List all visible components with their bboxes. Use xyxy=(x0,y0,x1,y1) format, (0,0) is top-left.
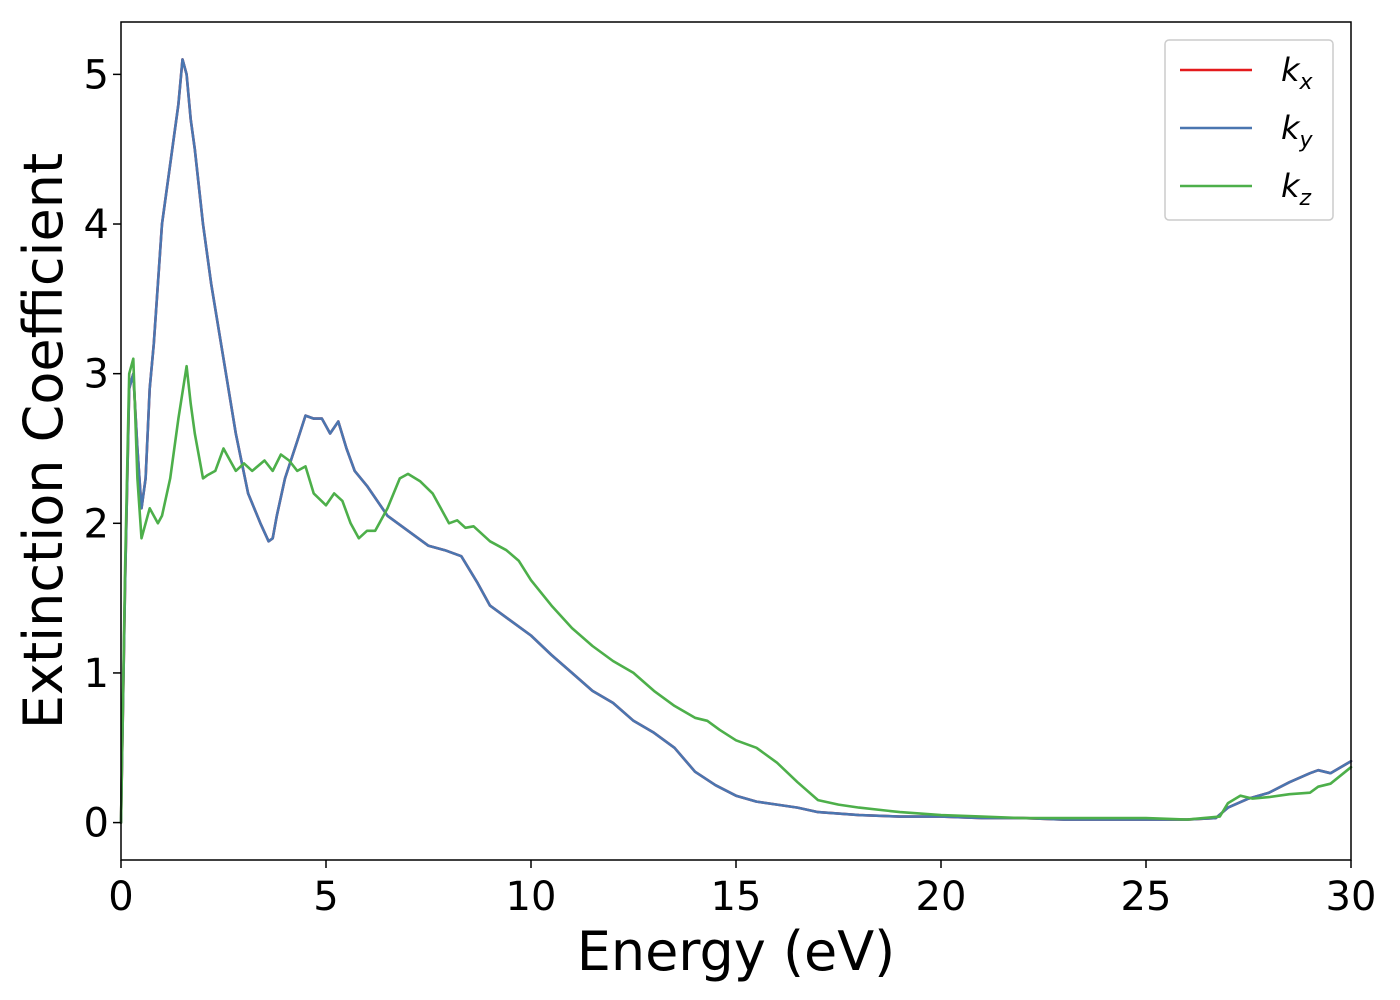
legend-label-subscript: y xyxy=(1299,128,1314,153)
legend-label-k-y: ky xyxy=(1281,109,1314,153)
x-tick-label: 5 xyxy=(313,874,338,920)
x-tick-label: 25 xyxy=(1121,874,1172,920)
series-line-k-z xyxy=(119,357,1353,824)
y-tick-label: 3 xyxy=(84,352,109,398)
legend-label-subscript: x xyxy=(1299,70,1314,95)
plot-background xyxy=(121,22,1351,860)
x-tick-label: 30 xyxy=(1326,874,1377,920)
y-tick-label: 0 xyxy=(84,801,109,847)
legend-frame xyxy=(1164,39,1334,221)
legend-label-base: k xyxy=(1281,167,1301,205)
series-layer xyxy=(119,58,1353,824)
x-axis-title: Energy (eV) xyxy=(577,920,896,983)
x-tick-label: 20 xyxy=(916,874,967,920)
y-tick-label: 2 xyxy=(84,501,109,547)
x-tick-label: 10 xyxy=(506,874,557,920)
x-tick-label: 0 xyxy=(108,874,133,920)
y-tick-label: 5 xyxy=(84,52,109,98)
y-tick-label: 1 xyxy=(84,651,109,697)
legend-label-base: k xyxy=(1281,109,1301,147)
legend-label-k-z: kz xyxy=(1281,167,1312,211)
x-tick-label: 15 xyxy=(711,874,762,920)
legend-label-base: k xyxy=(1281,51,1301,89)
y-axis: 0 1 2 3 4 5 xyxy=(84,52,121,847)
legend-label-subscript: z xyxy=(1299,186,1312,211)
legend-label-k-x: kx xyxy=(1281,51,1314,95)
y-tick-label: 4 xyxy=(84,202,109,248)
x-axis: 0 5 10 15 20 25 30 xyxy=(108,860,1376,920)
y-axis-title: Extinction Coefficient xyxy=(12,153,75,729)
